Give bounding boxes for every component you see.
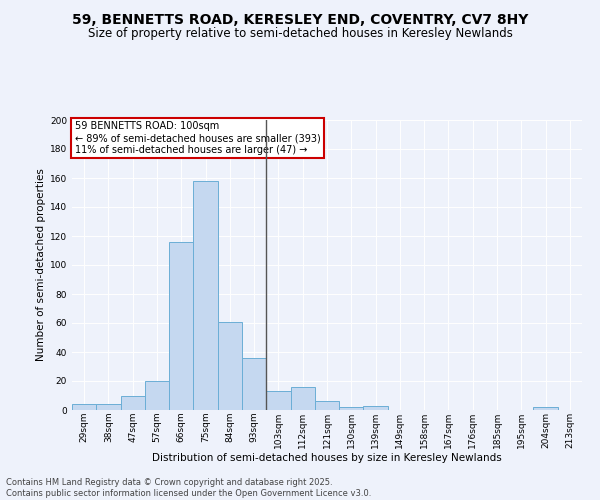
Bar (339, 407, 364, 410)
Bar (193, 181, 218, 410)
Bar (290, 387, 315, 410)
Bar (266, 391, 290, 410)
Bar (96, 404, 121, 410)
X-axis label: Distribution of semi-detached houses by size in Keresley Newlands: Distribution of semi-detached houses by … (152, 454, 502, 464)
Text: Contains HM Land Registry data © Crown copyright and database right 2025.
Contai: Contains HM Land Registry data © Crown c… (6, 478, 371, 498)
Text: 59, BENNETTS ROAD, KERESLEY END, COVENTRY, CV7 8HY: 59, BENNETTS ROAD, KERESLEY END, COVENTR… (72, 12, 528, 26)
Text: 59 BENNETTS ROAD: 100sqm
← 89% of semi-detached houses are smaller (393)
11% of : 59 BENNETTS ROAD: 100sqm ← 89% of semi-d… (74, 122, 320, 154)
Bar (169, 242, 193, 410)
Bar (145, 381, 169, 410)
Bar (72, 404, 96, 410)
Text: Size of property relative to semi-detached houses in Keresley Newlands: Size of property relative to semi-detach… (88, 28, 512, 40)
Bar (364, 406, 388, 410)
Bar (533, 407, 558, 410)
Bar (121, 396, 145, 410)
Bar (242, 358, 266, 410)
Bar (315, 402, 339, 410)
Bar (218, 322, 242, 410)
Y-axis label: Number of semi-detached properties: Number of semi-detached properties (36, 168, 46, 362)
